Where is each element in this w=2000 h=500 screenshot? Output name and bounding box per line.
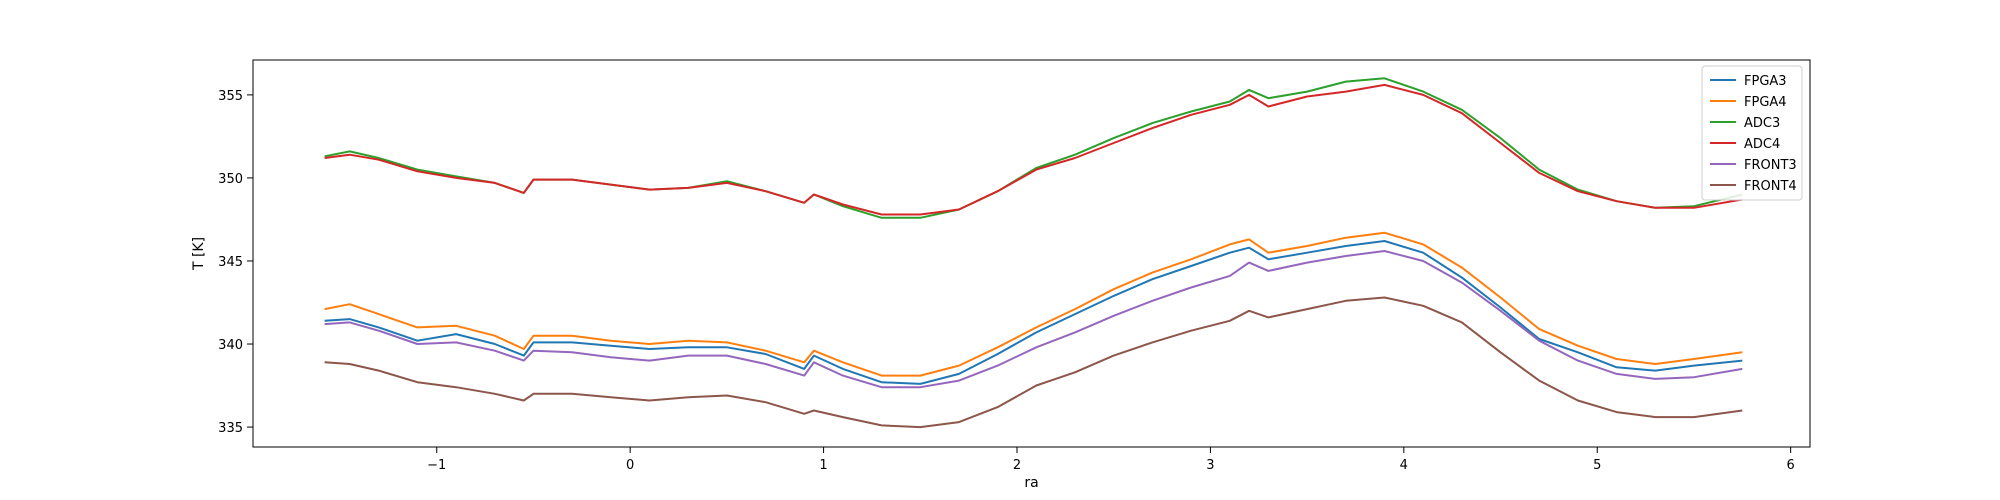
x-tick-label: 4 <box>1400 458 1408 473</box>
legend-box <box>1701 65 1803 201</box>
plot-area <box>324 77 1743 429</box>
series-line-fpga3 <box>324 240 1743 385</box>
y-tick-label: 355 <box>218 89 243 104</box>
legend-label-front4: FRONT4 <box>1744 179 1797 194</box>
x-tick-label: 2 <box>1013 458 1021 473</box>
x-ticks: −1 0 1 2 3 4 5 6 <box>427 447 1795 473</box>
series-line-fpga4 <box>324 231 1743 377</box>
legend-label-fpga4: FPGA4 <box>1744 95 1787 110</box>
series-line-adc4 <box>324 83 1743 216</box>
y-tick-label: 340 <box>218 338 243 353</box>
axes-frame <box>252 59 1811 448</box>
series-line-adc3 <box>324 77 1743 219</box>
y-ticks: 335 340 345 350 355 <box>218 89 253 436</box>
series-line-front4 <box>324 296 1743 429</box>
legend-label-front3: FRONT3 <box>1744 158 1797 173</box>
x-tick-label: 5 <box>1593 458 1601 473</box>
y-tick-label: 335 <box>218 421 243 436</box>
legend-label-fpga3: FPGA3 <box>1744 74 1787 89</box>
series-line-front3 <box>324 250 1743 389</box>
x-tick-label: 0 <box>626 458 634 473</box>
y-axis-label: T [K] <box>191 237 207 271</box>
x-tick-label: 3 <box>1206 458 1214 473</box>
y-tick-label: 350 <box>218 172 243 187</box>
legend-label-adc3: ADC3 <box>1744 116 1780 131</box>
x-tick-label: 6 <box>1787 458 1795 473</box>
x-tick-label: −1 <box>427 458 446 473</box>
legend-label-adc4: ADC4 <box>1744 137 1780 152</box>
x-tick-label: 1 <box>819 458 827 473</box>
y-tick-label: 345 <box>218 255 243 270</box>
x-axis-label: ra <box>1024 475 1038 491</box>
legend: FPGA3 FPGA4 ADC3 ADC4 FRONT3 FRONT4 <box>1701 65 1803 201</box>
